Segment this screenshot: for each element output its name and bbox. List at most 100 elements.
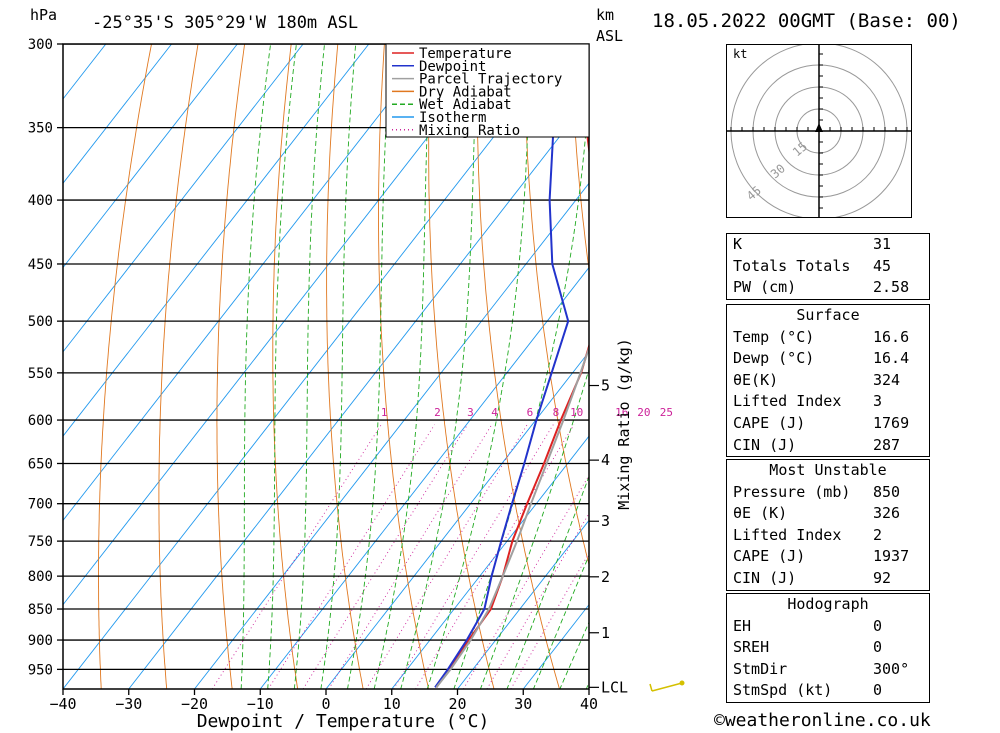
temperature-tick-label: −30	[115, 695, 142, 713]
mixing-ratio-label: 4	[491, 406, 498, 419]
credit-link[interactable]: ©weatheronline.co.uk	[714, 710, 931, 731]
x-axis-title: Dewpoint / Temperature (°C)	[197, 711, 490, 732]
wet-adiabat-line	[532, 554, 589, 689]
height-ref-label: ASL	[596, 27, 623, 45]
mixing-ratio-label: 1	[381, 406, 388, 419]
most-unstable-table: Most Unstable Pressure (mb) 850 θE (K) 326…	[726, 459, 930, 591]
dry-adiabat-line	[711, 44, 720, 689]
surface-wind-barb	[649, 680, 685, 692]
mixing-ratio-label: 10	[570, 406, 583, 419]
pressure-tick-label: 850	[28, 602, 53, 618]
surface-row: Lifted Index 3	[733, 392, 883, 411]
temperature-tick-label: 0	[321, 695, 330, 713]
surface-row: Dewp (°C) 16.4	[733, 349, 910, 368]
mixing-ratio-label: 20	[637, 406, 650, 419]
location-label: -25°35'S 305°29'W 180m ASL	[92, 13, 358, 33]
hodograph-table: Hodograph EH 0 SREH 0 StmDir 300° StmSpd (k…	[726, 593, 930, 703]
dry-adiabat-line	[216, 44, 246, 689]
isotherm-line	[391, 435, 589, 689]
most-unstable-row: θE (K) 326	[733, 504, 901, 523]
legend-label-parcel-trajectory: Parcel Trajectory	[419, 72, 562, 88]
wet-adiabat-line	[373, 44, 432, 689]
mixing-ratio-line	[510, 552, 589, 689]
pressure-tick-label: 600	[28, 413, 53, 429]
temperature-tick-label: 10	[383, 695, 401, 713]
legend-label-wet-adiabat: Wet Adiabat	[419, 97, 512, 113]
index-row-totals: Totals Totals 45	[733, 256, 892, 275]
parcel-trajectory-profile	[435, 345, 589, 688]
mixing-ratio-label: 2	[434, 406, 441, 419]
pressure-tick-label: 800	[28, 569, 53, 585]
surface-title: Surface	[796, 306, 860, 324]
isotherm-line	[63, 44, 370, 437]
height-tick-label: 2	[601, 568, 610, 586]
temperature-tick-label: −40	[49, 695, 76, 713]
isotherm-line	[588, 688, 589, 689]
isotherm-line	[63, 44, 435, 522]
legend-label-dewpoint: Dewpoint	[419, 59, 486, 75]
mixing-ratio-label: 3	[467, 406, 474, 419]
wet-adiabat-line	[293, 44, 325, 689]
isotherm-line	[63, 44, 238, 269]
height-unit-label: km	[596, 6, 614, 24]
isotherm-line	[457, 519, 589, 689]
height-tick-label: LCL	[601, 678, 628, 696]
pressure-tick-label: 550	[28, 366, 53, 382]
surface-row: CAPE (J) 1769	[733, 413, 910, 432]
skewt-chart: 1 2 3 4 6 8 10 16 20 25 3003504004505005506006507…	[28, 6, 720, 732]
isotherm-line	[259, 266, 589, 689]
most-unstable-title: Most Unstable	[769, 461, 887, 479]
height-tick-label: 5	[601, 377, 610, 395]
hodograph-row: EH 0	[733, 616, 883, 635]
mixing-ratio-axis-title: Mixing Ratio (g/kg)	[615, 338, 633, 510]
hodograph-ring-label-45: 45	[744, 183, 764, 203]
dry-adiabat-line	[570, 44, 589, 273]
legend-label-isotherm: Isotherm	[419, 110, 486, 126]
pressure-tick-label: 950	[28, 662, 53, 678]
surface-table: Surface Temp (°C) 16.6 Dewp (°C) 16.4 θE(K…	[726, 304, 930, 458]
index-row-k: K 31	[733, 235, 892, 253]
most-unstable-row: CAPE (J) 1937	[733, 547, 910, 566]
hodograph-plot: kt 15 30 45	[727, 42, 911, 220]
mixing-ratio-line	[267, 424, 435, 689]
wet-adiabat-line	[400, 44, 478, 689]
temperature-tick-label: 20	[448, 695, 466, 713]
most-unstable-row: CIN (J) 92	[733, 568, 892, 587]
mixing-ratio-label: 8	[553, 406, 560, 419]
temperature-tick-label: −10	[247, 695, 274, 713]
plot-frame	[62, 43, 590, 690]
isotherm-line	[128, 98, 589, 689]
hodograph-row: SREH 0	[733, 638, 883, 657]
wet-adiabat-line	[585, 682, 589, 689]
most-unstable-row: Lifted Index 2	[733, 525, 883, 544]
index-row-pw: PW (cm) 2.58	[733, 278, 910, 297]
height-tick-label: 3	[601, 512, 610, 530]
pressure-tick-label: 500	[28, 314, 53, 330]
dry-adiabat-line	[428, 44, 495, 689]
isotherm-line	[63, 44, 304, 353]
dry-adiabat-line	[98, 44, 152, 689]
legend-label-mixing-ratio: Mixing Ratio	[419, 123, 520, 139]
wet-adiabat-line	[320, 44, 357, 689]
mixing-ratio-line	[393, 424, 554, 689]
temperature-tick-label: 30	[514, 695, 532, 713]
legend-label-temperature: Temperature	[419, 46, 512, 62]
mixing-ratio-line	[328, 424, 493, 689]
temperature-tick-label: 40	[580, 695, 598, 713]
pressure-tick-label: 350	[28, 121, 53, 137]
mixing-ratio-label: 16	[615, 406, 628, 419]
dry-adiabat-line	[378, 44, 430, 689]
isotherm-line	[63, 44, 567, 689]
pressure-tick-label: 900	[28, 633, 53, 649]
mixing-ratio-label: 25	[660, 406, 673, 419]
hodograph-title: Hodograph	[787, 595, 869, 613]
pressure-tick-label: 450	[28, 257, 53, 273]
hodograph-ring-label-15: 15	[790, 139, 810, 159]
pressure-tick-label: 300	[28, 37, 53, 53]
hodograph-row: StmDir 300°	[733, 659, 910, 678]
isotherm-line	[325, 351, 589, 689]
dry-adiabat-line	[158, 44, 199, 689]
pressure-tick-label: 750	[28, 534, 53, 550]
hodograph-panel: kt 15 30 45	[726, 42, 912, 220]
surface-row: Temp (°C) 16.6	[733, 327, 910, 346]
